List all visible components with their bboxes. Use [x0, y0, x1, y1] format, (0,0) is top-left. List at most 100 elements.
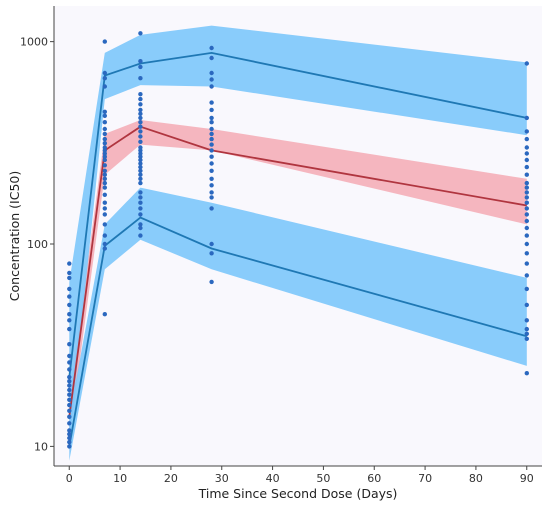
data-point: [524, 164, 529, 170]
band-lower: [69, 187, 527, 461]
data-point: [102, 168, 108, 173]
y-tick-label: 100: [27, 238, 48, 251]
data-point: [138, 161, 143, 166]
data-point: [102, 163, 108, 168]
axes: [53, 6, 542, 467]
band-median: [69, 120, 527, 438]
data-point: [102, 176, 108, 181]
data-point: [102, 241, 108, 247]
data-point: [102, 131, 108, 137]
data-point: [67, 379, 72, 384]
data-point: [138, 200, 143, 205]
data-point: [67, 428, 72, 433]
data-point: [209, 115, 214, 121]
band-upper: [69, 25, 527, 443]
data-point: [67, 421, 72, 426]
data-point: [524, 145, 529, 150]
data-point: [209, 279, 214, 285]
data-point: [524, 129, 529, 134]
data-point: [209, 190, 214, 195]
x-tick-label: 50: [316, 472, 330, 485]
data-point: [102, 136, 108, 142]
data-point: [102, 39, 108, 44]
data-point: [209, 107, 214, 113]
data-point: [209, 161, 214, 166]
data-point: [524, 218, 529, 224]
data-point: [209, 70, 214, 76]
data-point: [524, 115, 529, 121]
data-point: [138, 129, 143, 134]
data-point: [67, 392, 72, 397]
data-point: [102, 84, 108, 89]
data-point: [524, 136, 529, 142]
data-point: [67, 342, 72, 347]
data-point: [524, 273, 529, 278]
data-point: [138, 151, 143, 156]
data-point: [67, 275, 72, 281]
data-point: [102, 76, 108, 81]
data-point: [209, 251, 214, 256]
data-point: [102, 126, 108, 132]
line-lower: [68, 216, 528, 447]
data-point: [138, 64, 143, 70]
data-point: [67, 414, 72, 419]
data-point: [67, 353, 72, 359]
data-point: [102, 312, 108, 317]
data-point: [102, 180, 108, 186]
data-point: [524, 172, 529, 177]
prediction-bands: [69, 25, 527, 461]
data-point: [524, 200, 529, 205]
data-point: [67, 367, 72, 372]
data-point: [209, 126, 214, 132]
data-point: [524, 261, 529, 266]
data-point: [102, 206, 108, 211]
data-point: [209, 120, 214, 125]
data-point: [209, 77, 214, 82]
data-point: [138, 164, 143, 170]
data-point: [209, 84, 214, 89]
data-point: [138, 157, 143, 163]
data-point: [67, 383, 72, 388]
data-point: [138, 96, 143, 102]
data-point: [138, 168, 143, 173]
data-point: [102, 192, 108, 197]
data-point: [524, 225, 529, 231]
data-point: [102, 185, 108, 190]
x-ticks: 0 10 20 30 40 50 60 70 80 90: [66, 466, 534, 485]
data-point: [138, 172, 143, 177]
data-point: [67, 302, 72, 308]
data-point: [138, 180, 143, 186]
data-point: [209, 131, 214, 137]
data-point: [209, 195, 214, 200]
data-point: [67, 312, 72, 317]
line-upper: [68, 51, 527, 378]
data-point: [138, 195, 143, 200]
data-point: [524, 195, 529, 200]
data-point: [138, 59, 143, 64]
x-tick-label: 30: [215, 472, 229, 485]
data-point: [209, 154, 214, 159]
data-point: [102, 141, 108, 146]
data-point: [524, 212, 529, 217]
x-tick-label: 60: [367, 472, 381, 485]
data-point: [67, 402, 72, 408]
data-point: [102, 151, 108, 156]
data-point: [102, 145, 108, 150]
data-point: [102, 233, 108, 238]
data-point: [102, 154, 108, 159]
data-point: [102, 113, 108, 119]
x-tick-label: 0: [66, 472, 73, 485]
data-point: [209, 142, 214, 147]
y-tick-label: 10: [34, 440, 48, 453]
data-point: [138, 145, 143, 150]
x-tick-label: 10: [113, 472, 127, 485]
data-point: [524, 157, 529, 163]
data-point: [67, 374, 72, 380]
x-tick-label: 90: [520, 472, 534, 485]
data-point: [138, 212, 143, 217]
x-tick-label: 20: [164, 472, 178, 485]
data-point: [138, 154, 143, 159]
data-point: [209, 206, 214, 211]
data-point: [138, 107, 143, 113]
